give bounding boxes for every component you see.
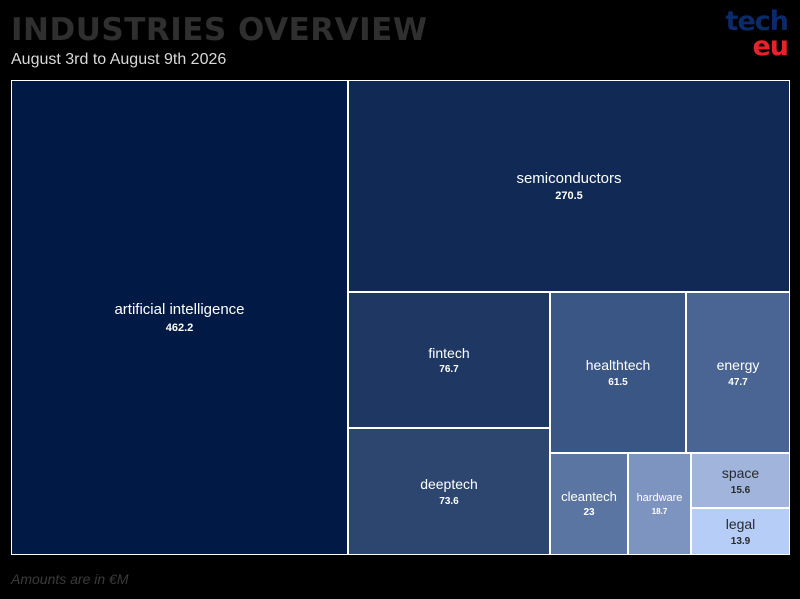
tile-label-artificial-intelligence: artificial intelligence: [114, 301, 245, 319]
tile-value-hardware: 18.7: [651, 507, 668, 517]
treemap-tile-legal: legal 13.9: [691, 508, 790, 555]
tile-value-deeptech: 73.6: [439, 495, 459, 507]
logo-line-1: tech: [725, 6, 789, 37]
treemap-tile-deeptech: deeptech 73.6: [348, 428, 550, 555]
tile-label-energy: energy: [716, 357, 760, 374]
tile-label-deeptech: deeptech: [420, 476, 478, 493]
logo-line-2: eu: [752, 31, 789, 62]
treemap-tile-space: space 15.6: [691, 453, 790, 508]
tile-value-space: 15.6: [730, 484, 751, 496]
tile-label-legal: legal: [725, 516, 756, 533]
tile-label-semiconductors: semiconductors: [516, 169, 622, 187]
chart-title: INDUSTRIES OVERVIEW: [11, 12, 428, 48]
tile-value-fintech: 76.7: [439, 364, 459, 376]
tile-label-healthtech: healthtech: [585, 357, 651, 374]
tile-value-energy: 47.7: [728, 376, 748, 388]
treemap-tile-semiconductors: semiconductors 270.5: [348, 80, 790, 292]
treemap-tile-fintech: fintech 76.7: [348, 292, 550, 428]
tile-value-artificial-intelligence: 462.2: [165, 321, 194, 334]
tile-label-cleantech: cleantech: [561, 488, 617, 504]
tile-label-hardware: hardware: [636, 491, 683, 504]
tech-eu-logo: tech eu: [716, 6, 789, 62]
tile-value-semiconductors: 270.5: [555, 190, 583, 203]
treemap-tile-hardware: hardware 18.7: [628, 453, 691, 555]
footnote: Amounts are in €M: [11, 571, 129, 587]
tile-label-space: space: [721, 465, 760, 482]
tile-value-healthtech: 61.5: [608, 376, 628, 388]
tile-value-cleantech: 23: [583, 507, 595, 519]
treemap-tile-energy: energy 47.7: [686, 292, 790, 453]
chart-subtitle: August 3rd to August 9th 2026: [11, 51, 227, 68]
treemap-tile-artificial-intelligence: artificial intelligence 462.2: [11, 80, 348, 555]
treemap-tile-cleantech: cleantech 23: [550, 453, 628, 555]
tile-label-fintech: fintech: [428, 344, 470, 361]
treemap-tile-healthtech: healthtech 61.5: [550, 292, 686, 453]
tile-value-legal: 13.9: [730, 535, 751, 547]
treemap-chart: artificial intelligence 462.2 semiconducto…: [11, 80, 790, 555]
